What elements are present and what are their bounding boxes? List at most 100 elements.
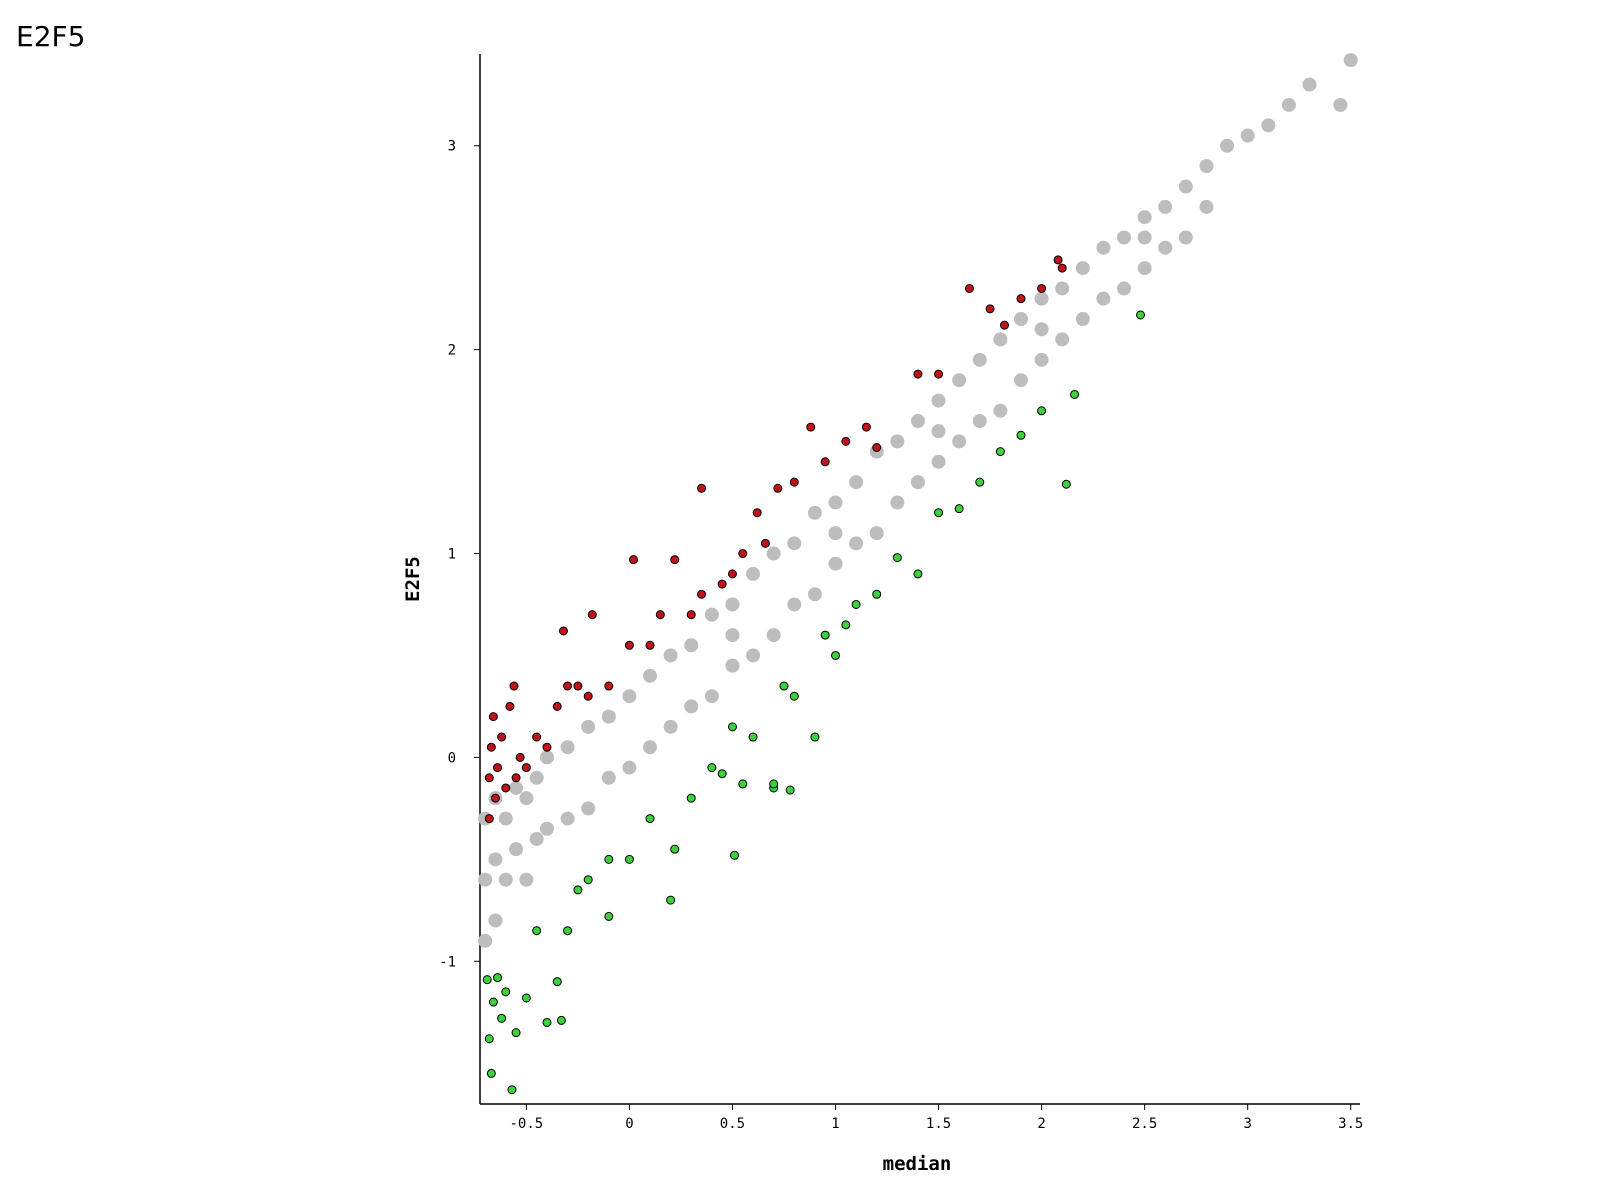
point xyxy=(1037,283,1047,293)
point xyxy=(529,831,544,846)
point xyxy=(910,413,925,428)
point xyxy=(752,508,762,518)
point xyxy=(1034,322,1049,337)
point xyxy=(697,589,707,599)
point xyxy=(964,283,974,293)
point xyxy=(1178,179,1193,194)
point xyxy=(849,475,864,490)
point xyxy=(542,1017,552,1027)
point xyxy=(560,740,575,755)
point xyxy=(1158,240,1173,255)
point xyxy=(934,369,944,379)
point xyxy=(521,763,531,773)
point xyxy=(1220,138,1235,153)
point xyxy=(820,457,830,467)
point xyxy=(851,599,861,609)
point xyxy=(1281,97,1296,112)
point xyxy=(604,681,614,691)
point xyxy=(707,763,717,773)
point xyxy=(1302,77,1317,92)
point xyxy=(738,779,748,789)
point xyxy=(931,454,946,469)
point xyxy=(785,785,795,795)
point xyxy=(704,607,719,622)
point xyxy=(563,926,573,936)
point xyxy=(488,913,503,928)
point xyxy=(727,569,737,579)
point xyxy=(532,732,542,742)
point xyxy=(727,722,737,732)
point xyxy=(738,549,748,559)
point xyxy=(1333,97,1348,112)
point xyxy=(484,814,494,824)
x-axis-label: median xyxy=(883,1153,952,1175)
point xyxy=(507,1085,517,1095)
point xyxy=(686,610,696,620)
point xyxy=(1240,128,1255,143)
point xyxy=(645,640,655,650)
point xyxy=(1057,263,1067,273)
point xyxy=(1261,118,1276,133)
point xyxy=(666,895,676,905)
point xyxy=(539,821,554,836)
point xyxy=(493,973,503,983)
point xyxy=(1016,430,1026,440)
point xyxy=(670,844,680,854)
point xyxy=(872,442,882,452)
point xyxy=(552,701,562,711)
point xyxy=(869,526,884,541)
point xyxy=(1016,294,1026,304)
x-tick-label: 0.5 xyxy=(720,1116,745,1132)
point xyxy=(629,555,639,565)
point xyxy=(482,975,492,985)
point xyxy=(563,681,573,691)
point xyxy=(521,993,531,1003)
point xyxy=(697,483,707,493)
point xyxy=(1096,291,1111,306)
point xyxy=(488,852,503,867)
x-tick-label: 2.5 xyxy=(1132,1116,1157,1132)
y-tick-label: -1 xyxy=(439,954,456,970)
point xyxy=(552,977,562,987)
y-axis-label: E2F5 xyxy=(402,556,424,602)
point xyxy=(993,332,1008,347)
point xyxy=(748,732,758,742)
x-tick-label: -0.5 xyxy=(510,1116,544,1132)
point xyxy=(542,742,552,752)
point xyxy=(511,773,521,783)
point xyxy=(556,1015,566,1025)
point xyxy=(529,770,544,785)
point xyxy=(952,373,967,388)
point xyxy=(1137,230,1152,245)
x-tick-label: 0 xyxy=(625,1116,633,1132)
x-tick-label: 3.5 xyxy=(1338,1116,1363,1132)
point xyxy=(954,504,964,514)
point xyxy=(931,393,946,408)
y-tick-label: 0 xyxy=(448,750,456,766)
point xyxy=(810,732,820,742)
point xyxy=(509,681,519,691)
point xyxy=(519,872,534,887)
point xyxy=(910,475,925,490)
point xyxy=(766,628,781,643)
point xyxy=(484,773,494,783)
point xyxy=(1055,281,1070,296)
point xyxy=(1137,261,1152,276)
point xyxy=(769,779,779,789)
point xyxy=(1075,312,1090,327)
point xyxy=(622,689,637,704)
point xyxy=(601,709,616,724)
point xyxy=(1034,291,1049,306)
point xyxy=(484,1034,494,1044)
point xyxy=(952,434,967,449)
point xyxy=(892,553,902,563)
point xyxy=(583,875,593,885)
point xyxy=(841,436,851,446)
point xyxy=(704,689,719,704)
point xyxy=(622,760,637,775)
point xyxy=(532,926,542,936)
point xyxy=(624,854,634,864)
point xyxy=(645,814,655,824)
point xyxy=(828,495,843,510)
